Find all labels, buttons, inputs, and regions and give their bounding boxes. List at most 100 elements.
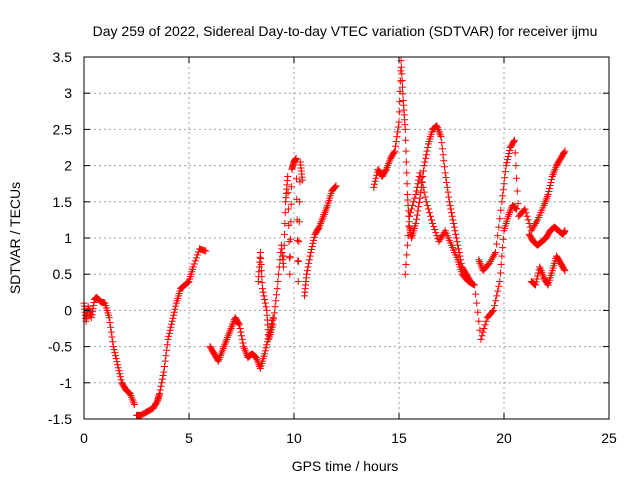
data-point [546, 185, 553, 193]
data-point [543, 194, 551, 202]
data-point [237, 328, 245, 336]
series-segment-3 [206, 314, 277, 372]
data-point [280, 241, 288, 249]
data-point [317, 218, 325, 226]
data-point [541, 200, 549, 208]
data-point [504, 212, 512, 220]
data-point [429, 220, 437, 228]
data-point [322, 207, 329, 215]
data-point [126, 390, 134, 398]
x-tick-label: 5 [185, 430, 193, 446]
data-point [397, 67, 405, 75]
data-point [272, 297, 280, 305]
data-point [402, 147, 410, 155]
data-point [540, 201, 548, 209]
data-point [482, 317, 490, 325]
data-point [448, 212, 456, 220]
data-point [295, 258, 303, 266]
data-point [502, 162, 510, 170]
data-point [315, 223, 323, 231]
data-point [318, 216, 326, 224]
y-tick-label: 1.5 [53, 194, 73, 210]
data-point [424, 144, 432, 151]
data-point [427, 212, 434, 220]
data-point [167, 323, 175, 331]
data-point [404, 232, 412, 240]
data-point [172, 302, 180, 310]
data-point [161, 357, 169, 365]
data-point [90, 299, 98, 307]
data-point [497, 206, 505, 214]
data-point [382, 166, 390, 174]
data-point [423, 201, 431, 209]
data-point [303, 270, 311, 278]
data-point [532, 278, 540, 286]
data-point [541, 198, 549, 206]
data-point [417, 189, 425, 197]
data-point [492, 297, 500, 305]
data-point [322, 205, 330, 213]
data-point [281, 209, 289, 217]
data-point [395, 108, 403, 116]
data-point [192, 254, 200, 262]
data-point [551, 165, 559, 173]
data-point [514, 200, 522, 208]
data-point [399, 83, 406, 91]
data-point [392, 142, 399, 150]
data-point [440, 157, 448, 165]
data-point [505, 150, 513, 158]
data-point [403, 180, 411, 188]
data-point [271, 303, 279, 311]
data-point [261, 299, 269, 307]
data-point [128, 393, 136, 401]
data-point [479, 328, 487, 336]
series-segment-2 [133, 245, 210, 419]
data-point [424, 205, 432, 213]
data-point [371, 180, 378, 188]
data-point [107, 323, 115, 331]
data-point [240, 344, 248, 352]
data-point [286, 270, 294, 278]
x-tick-label: 0 [80, 430, 88, 446]
data-point [524, 216, 532, 224]
data-point [445, 198, 453, 206]
data-point [220, 343, 228, 351]
data-point [259, 288, 267, 296]
data-point [414, 207, 422, 215]
data-point [317, 220, 325, 228]
data-point [490, 306, 497, 314]
data-point [411, 194, 419, 202]
data-point [398, 77, 406, 85]
data-point [439, 230, 447, 238]
data-point [114, 364, 122, 372]
data-point [310, 236, 318, 244]
data-point [528, 225, 536, 233]
data-point [501, 174, 509, 182]
data-point [273, 291, 280, 299]
data-point [190, 260, 198, 268]
data-point [415, 172, 423, 180]
y-tick-label: 2.5 [53, 121, 73, 137]
data-point [130, 399, 138, 407]
data-point [412, 220, 420, 228]
data-point [87, 314, 95, 322]
data-point [499, 192, 507, 200]
data-point [490, 252, 497, 260]
data-point [319, 214, 327, 222]
data-point [214, 357, 222, 365]
data-point [513, 205, 521, 213]
data-point [506, 147, 514, 155]
data-point [422, 154, 430, 162]
data-point [447, 205, 455, 213]
y-tick-label: 1 [64, 230, 72, 246]
data-point [269, 314, 277, 322]
data-point [294, 277, 302, 285]
data-point [116, 373, 124, 381]
data-point [480, 325, 488, 332]
grid-lines [84, 57, 609, 419]
data-point [158, 375, 166, 383]
data-point [493, 240, 501, 248]
y-tick-label: 0.5 [53, 266, 73, 282]
data-point [396, 98, 404, 106]
data-point [304, 263, 312, 271]
